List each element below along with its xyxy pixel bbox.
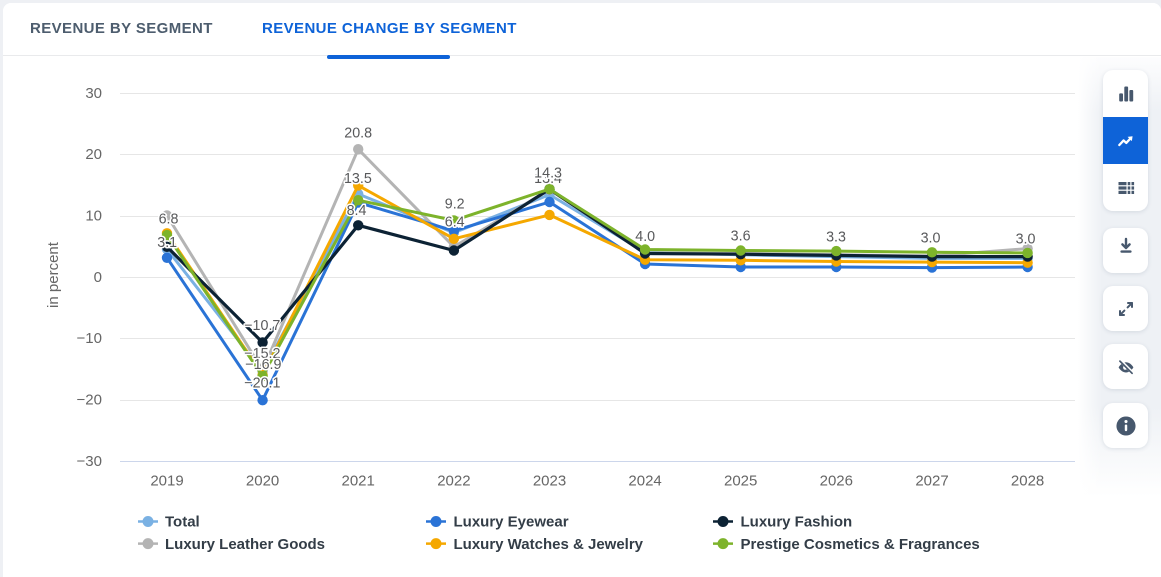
svg-text:0: 0 bbox=[94, 269, 102, 286]
svg-text:Luxury Eyewear: Luxury Eyewear bbox=[454, 514, 569, 531]
svg-text:3.0: 3.0 bbox=[921, 231, 941, 247]
svg-text:3.1: 3.1 bbox=[157, 235, 177, 251]
svg-text:Luxury Watches & Jewelry: Luxury Watches & Jewelry bbox=[454, 536, 644, 553]
svg-text:3.3: 3.3 bbox=[826, 230, 846, 246]
svg-text:2022: 2022 bbox=[437, 473, 470, 490]
svg-text:20.8: 20.8 bbox=[344, 125, 372, 141]
svg-text:2019: 2019 bbox=[150, 473, 183, 490]
svg-text:9.2: 9.2 bbox=[445, 197, 465, 213]
svg-text:Prestige Cosmetics & Fragrance: Prestige Cosmetics & Fragrances bbox=[741, 536, 980, 553]
svg-text:6.8: 6.8 bbox=[159, 211, 179, 227]
svg-text:−10: −10 bbox=[77, 330, 102, 347]
svg-text:3.6: 3.6 bbox=[731, 228, 751, 244]
svg-text:2028: 2028 bbox=[1011, 473, 1044, 490]
svg-text:−20: −20 bbox=[77, 392, 102, 409]
svg-text:10: 10 bbox=[85, 208, 102, 225]
svg-text:13.5: 13.5 bbox=[344, 171, 372, 187]
svg-text:−10.7: −10.7 bbox=[244, 318, 280, 334]
svg-text:−30: −30 bbox=[77, 453, 102, 470]
svg-text:in percent: in percent bbox=[45, 241, 62, 308]
svg-text:3.0: 3.0 bbox=[1016, 231, 1036, 247]
svg-text:2027: 2027 bbox=[915, 473, 948, 490]
svg-text:−16.9: −16.9 bbox=[245, 357, 281, 373]
svg-text:2024: 2024 bbox=[628, 473, 661, 490]
svg-text:2020: 2020 bbox=[246, 473, 279, 490]
svg-text:30: 30 bbox=[85, 85, 102, 102]
svg-text:Luxury Leather Goods: Luxury Leather Goods bbox=[165, 536, 325, 553]
svg-text:14.3: 14.3 bbox=[534, 165, 562, 181]
svg-text:4.0: 4.0 bbox=[635, 229, 655, 245]
svg-text:2021: 2021 bbox=[342, 473, 375, 490]
svg-text:2026: 2026 bbox=[820, 473, 853, 490]
svg-text:−20.1: −20.1 bbox=[244, 376, 280, 392]
svg-text:−15.2: −15.2 bbox=[244, 346, 280, 362]
svg-text:Luxury Fashion: Luxury Fashion bbox=[741, 514, 853, 531]
svg-text:20: 20 bbox=[85, 146, 102, 163]
svg-text:2023: 2023 bbox=[533, 473, 566, 490]
svg-text:8.4: 8.4 bbox=[347, 203, 367, 219]
svg-text:6.4: 6.4 bbox=[445, 214, 465, 230]
svg-text:2025: 2025 bbox=[724, 473, 757, 490]
svg-text:13.4: 13.4 bbox=[534, 171, 562, 187]
svg-text:Total: Total bbox=[165, 514, 200, 531]
